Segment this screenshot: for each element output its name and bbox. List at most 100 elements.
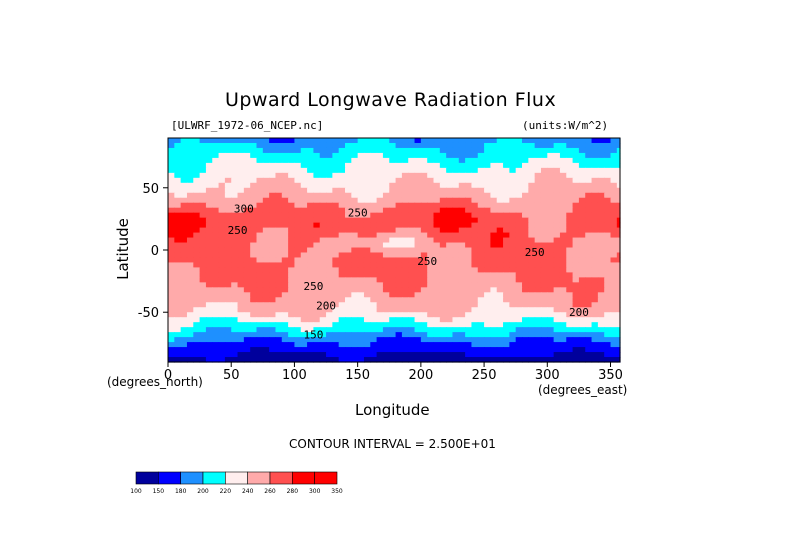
heatmap-cell bbox=[262, 252, 270, 259]
heatmap-cell bbox=[616, 297, 621, 303]
heatmap-cell bbox=[414, 187, 422, 194]
heatmap-cell bbox=[553, 277, 561, 283]
heatmap-cell bbox=[439, 252, 447, 259]
heatmap-cell bbox=[313, 217, 321, 224]
heatmap-cell bbox=[427, 177, 435, 184]
heatmap-cell bbox=[553, 217, 561, 224]
heatmap-cell bbox=[294, 152, 302, 159]
heatmap-cell bbox=[224, 142, 232, 149]
heatmap-cell bbox=[465, 307, 473, 313]
heatmap-cell bbox=[294, 167, 302, 174]
heatmap-cell bbox=[420, 292, 428, 298]
heatmap-cell bbox=[357, 167, 365, 174]
heatmap-cell bbox=[186, 162, 194, 169]
heatmap-cell bbox=[300, 247, 308, 254]
heatmap-cell bbox=[250, 277, 258, 283]
heatmap-cell bbox=[382, 237, 390, 244]
heatmap-cell bbox=[509, 192, 517, 199]
heatmap-cell bbox=[168, 342, 175, 348]
heatmap-cell bbox=[427, 232, 435, 239]
heatmap-cell bbox=[509, 297, 517, 303]
heatmap-cell bbox=[212, 332, 220, 338]
heatmap-cell bbox=[307, 292, 314, 298]
heatmap-cell bbox=[294, 157, 302, 164]
heatmap-cell bbox=[256, 187, 264, 194]
heatmap-cell bbox=[382, 192, 390, 199]
heatmap-cell bbox=[262, 182, 270, 189]
heatmap-cell bbox=[471, 262, 479, 269]
heatmap-cell bbox=[578, 257, 586, 264]
heatmap-cell bbox=[357, 152, 365, 159]
heatmap-cell bbox=[332, 247, 340, 254]
heatmap-cell bbox=[477, 142, 485, 149]
heatmap-cell bbox=[610, 152, 618, 159]
heatmap-cell bbox=[168, 187, 175, 194]
chart-title: Upward Longwave Radiation Flux bbox=[225, 89, 557, 111]
heatmap-cell bbox=[458, 252, 466, 259]
heatmap-cell bbox=[256, 247, 264, 254]
heatmap-cell bbox=[218, 157, 226, 164]
heatmap-cell bbox=[465, 182, 473, 189]
heatmap-cell bbox=[452, 222, 460, 229]
heatmap-cell bbox=[490, 157, 498, 164]
heatmap-cell bbox=[376, 162, 384, 169]
heatmap-cell bbox=[174, 337, 182, 343]
heatmap-cell bbox=[351, 242, 359, 249]
heatmap-cell bbox=[420, 152, 428, 159]
heatmap-cell bbox=[326, 147, 333, 154]
heatmap-cell bbox=[559, 312, 567, 318]
heatmap-cell bbox=[414, 152, 422, 159]
heatmap-cell bbox=[313, 312, 321, 318]
heatmap-cell bbox=[262, 302, 270, 308]
heatmap-cell bbox=[281, 222, 289, 229]
heatmap-cell bbox=[224, 227, 232, 234]
heatmap-cell bbox=[288, 237, 296, 244]
heatmap-cell bbox=[205, 252, 213, 259]
heatmap-cell bbox=[427, 332, 435, 338]
heatmap-cell bbox=[186, 167, 194, 174]
heatmap-cell bbox=[572, 177, 580, 184]
heatmap-cell bbox=[212, 322, 220, 328]
heatmap-cell bbox=[168, 247, 175, 254]
heatmap-cell bbox=[382, 357, 390, 363]
heatmap-cell bbox=[490, 138, 498, 144]
heatmap-cell bbox=[427, 212, 435, 219]
heatmap-cell bbox=[420, 242, 428, 249]
heatmap-cell bbox=[597, 162, 605, 169]
heatmap-cell bbox=[186, 267, 194, 273]
heatmap-cell bbox=[363, 242, 371, 249]
heatmap-cell bbox=[515, 342, 523, 348]
heatmap-cell bbox=[433, 212, 441, 219]
heatmap-cell bbox=[269, 217, 277, 224]
heatmap-cell bbox=[205, 217, 213, 224]
heatmap-cell bbox=[351, 167, 359, 174]
heatmap-cell bbox=[269, 267, 277, 273]
heatmap-cell bbox=[212, 337, 220, 343]
heatmap-cell bbox=[465, 337, 473, 343]
heatmap-cell bbox=[319, 172, 327, 179]
heatmap-cell bbox=[585, 197, 593, 204]
heatmap-cell bbox=[281, 227, 289, 234]
heatmap-cell bbox=[465, 357, 473, 363]
heatmap-cell bbox=[522, 167, 529, 174]
heatmap-cell bbox=[168, 352, 175, 358]
heatmap-cell bbox=[465, 227, 473, 234]
heatmap-cell bbox=[275, 327, 283, 333]
heatmap-cell bbox=[522, 347, 529, 353]
heatmap-cell bbox=[186, 242, 194, 249]
heatmap-cell bbox=[174, 267, 182, 273]
heatmap-cell bbox=[471, 182, 479, 189]
heatmap-cell bbox=[218, 327, 226, 333]
heatmap-cell bbox=[237, 212, 245, 219]
heatmap-cell bbox=[496, 352, 504, 358]
heatmap-cell bbox=[319, 212, 327, 219]
heatmap-cell bbox=[345, 357, 352, 363]
heatmap-cell bbox=[477, 332, 485, 338]
heatmap-cell bbox=[553, 242, 561, 249]
heatmap-cell bbox=[193, 157, 201, 164]
heatmap-cell bbox=[528, 327, 536, 333]
heatmap-cell bbox=[452, 157, 460, 164]
heatmap-cell bbox=[509, 327, 517, 333]
heatmap-cell bbox=[370, 277, 378, 283]
heatmap-cell bbox=[414, 317, 422, 323]
